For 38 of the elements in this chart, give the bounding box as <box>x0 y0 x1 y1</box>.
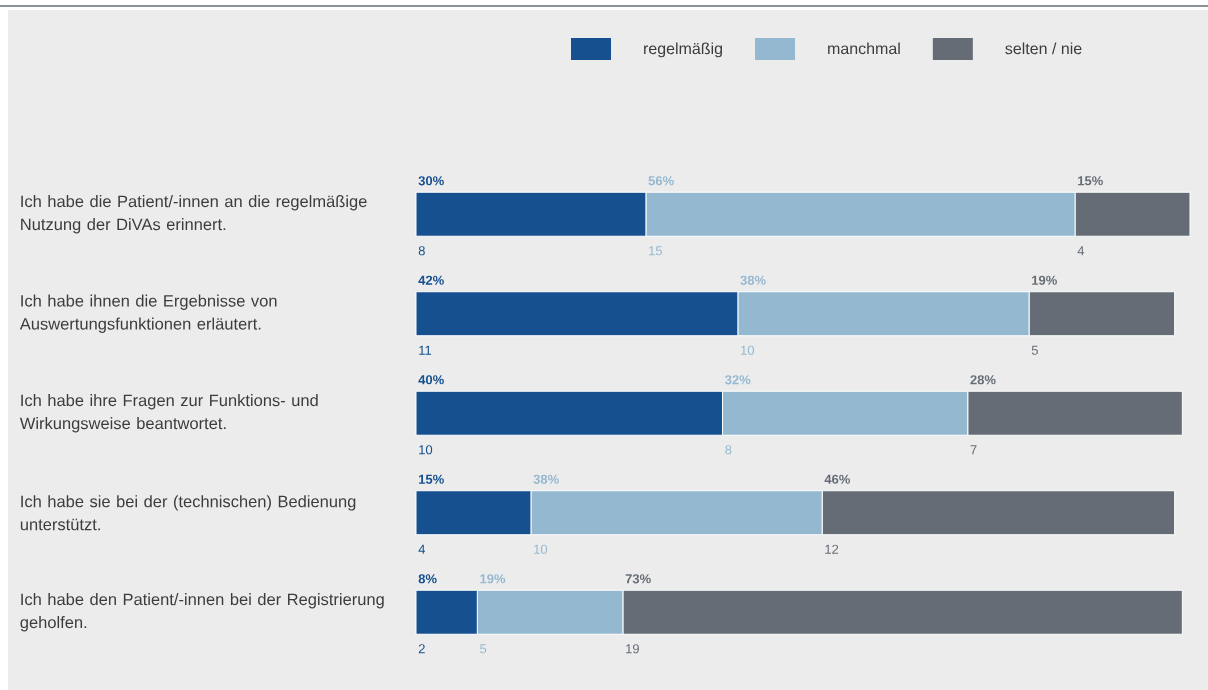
data-label: 15% <box>419 474 444 484</box>
y-tick-label: Ich habe ihre Fragen zur Funktions- und Wirkungsweise beantwortet. <box>19 394 318 433</box>
annotation: 10 <box>741 345 755 355</box>
y-tick-label: Ich habe den Patient/-innen bei der Registrierung geholfen. <box>20 593 384 632</box>
annotation: 5 <box>480 644 487 654</box>
data-label: 73% <box>625 574 651 584</box>
annotation: 8 <box>725 445 732 455</box>
data-label: 15% <box>1078 176 1103 186</box>
data-label: 28% <box>970 375 996 385</box>
y-tick-label: Ich habe die Patient/-innen an die regelmäßige Nutzung der DiVAs erinnert. <box>21 195 367 234</box>
data-label: 38% <box>533 474 559 484</box>
y-tick-label: Ich habe sie bei der (technischen) Bedienung unterstützt. <box>20 495 356 531</box>
annotation: 7 <box>970 445 977 455</box>
legend-label: manchmal <box>828 42 900 55</box>
legend-label: regelmäßig <box>644 42 722 58</box>
annotation: 11 <box>419 345 432 355</box>
annotation: 15 <box>649 246 663 256</box>
legend-label: selten / nie <box>1005 42 1082 55</box>
data-label: 19% <box>480 574 506 584</box>
data-label: 56% <box>648 176 674 186</box>
annotation: 10 <box>534 544 548 554</box>
data-label: 8% <box>418 574 437 584</box>
annotation: 19 <box>626 644 639 654</box>
annotation: 4 <box>418 544 426 554</box>
y-tick-label: Ich habe ihnen die Ergebnisse von Auswertungsfunktionen erläutert. <box>19 294 277 333</box>
data-label: 40% <box>418 375 444 385</box>
data-label: 32% <box>725 375 751 385</box>
annotation: 5 <box>1031 345 1038 355</box>
annotation: 8 <box>418 246 425 256</box>
data-label: 46% <box>824 474 851 484</box>
data-label: 30% <box>418 176 444 186</box>
data-label: 38% <box>740 275 766 285</box>
data-label: 42% <box>418 275 444 285</box>
annotation: 4 <box>1077 246 1085 256</box>
annotation: 2 <box>418 644 425 654</box>
data-label: 19% <box>1032 275 1057 285</box>
annotation: 12 <box>825 544 839 554</box>
annotation: 10 <box>419 445 433 455</box>
